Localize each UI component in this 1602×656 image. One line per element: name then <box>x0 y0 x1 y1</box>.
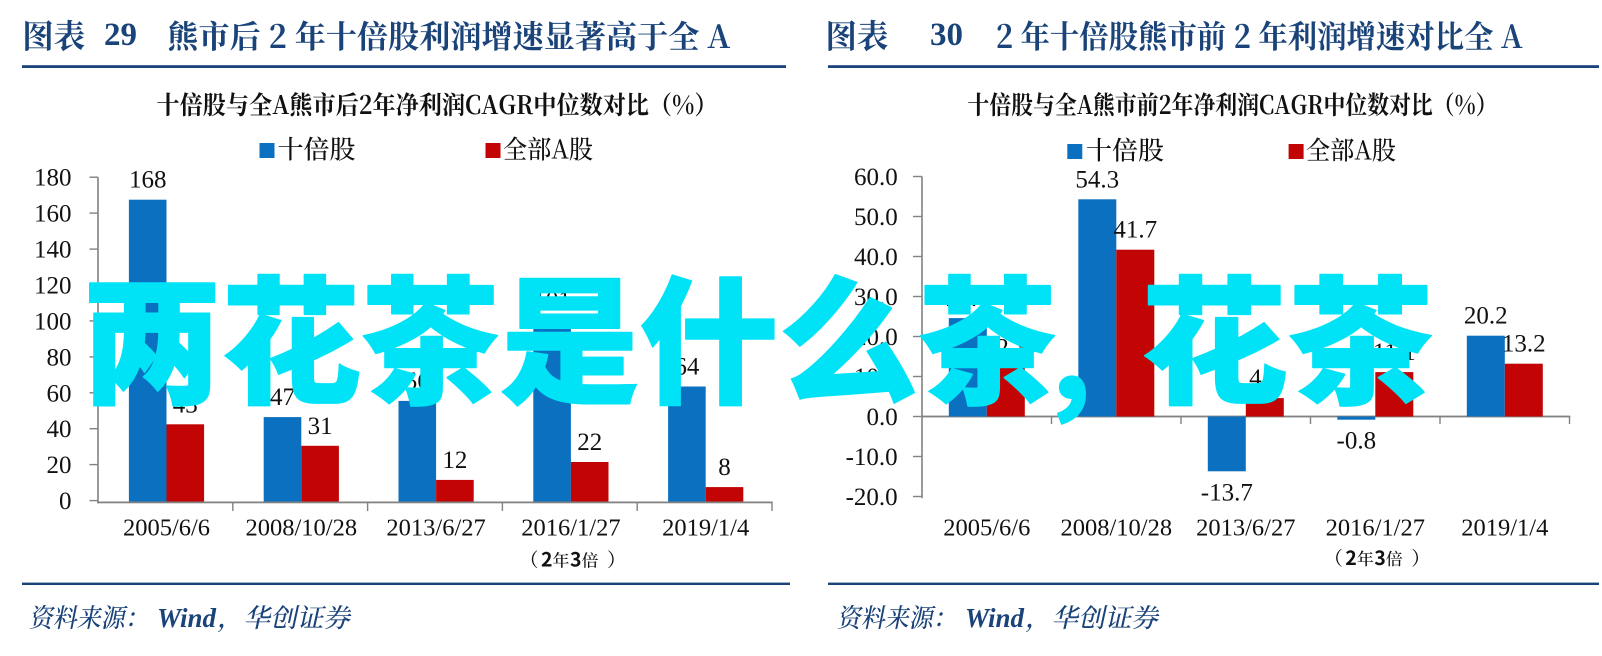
svg-text:-13.7: -13.7 <box>1201 479 1253 506</box>
svg-text:22: 22 <box>577 429 602 456</box>
svg-text:2016/1/27: 2016/1/27 <box>1326 515 1425 542</box>
svg-text:80: 80 <box>47 344 72 371</box>
svg-text:60.0: 60.0 <box>854 164 898 191</box>
svg-text:12: 12 <box>442 447 467 474</box>
svg-text:20: 20 <box>47 452 72 479</box>
svg-text:-20.0: -20.0 <box>846 484 898 511</box>
svg-text:2016/1/27: 2016/1/27 <box>521 515 620 542</box>
svg-text:0: 0 <box>59 488 72 515</box>
svg-text:60: 60 <box>47 380 72 407</box>
svg-text:160: 160 <box>34 201 72 228</box>
svg-text:2005/6/6: 2005/6/6 <box>123 515 210 542</box>
svg-text:40.0: 40.0 <box>854 244 898 271</box>
svg-text:47: 47 <box>270 384 295 411</box>
svg-text:-0.8: -0.8 <box>1337 428 1377 455</box>
svg-text:2008/10/28: 2008/10/28 <box>1060 515 1172 542</box>
svg-text:2013/6/27: 2013/6/27 <box>1196 515 1295 542</box>
svg-text:31: 31 <box>308 413 333 440</box>
svg-text:140: 140 <box>34 237 72 264</box>
svg-text:8: 8 <box>718 454 731 481</box>
svg-text:2005/6/6: 2005/6/6 <box>943 515 1030 542</box>
svg-text:30: 30 <box>930 17 963 53</box>
svg-text:-10.0: -10.0 <box>846 444 898 471</box>
svg-text:0.0: 0.0 <box>866 404 897 431</box>
svg-text:40: 40 <box>47 416 72 443</box>
svg-text:29: 29 <box>104 17 137 53</box>
svg-text:13.2: 13.2 <box>1502 331 1546 358</box>
svg-text:Wind: Wind <box>157 603 217 633</box>
svg-text:168: 168 <box>129 167 167 194</box>
svg-text:50.0: 50.0 <box>854 204 898 231</box>
svg-text:2008/10/28: 2008/10/28 <box>245 515 357 542</box>
svg-text:120: 120 <box>34 273 72 300</box>
svg-text:54.3: 54.3 <box>1075 166 1119 193</box>
svg-text:2013/6/27: 2013/6/27 <box>386 515 485 542</box>
svg-text:180: 180 <box>34 165 72 192</box>
svg-text:2019/1/4: 2019/1/4 <box>662 515 749 542</box>
svg-text:2019/1/4: 2019/1/4 <box>1461 515 1548 542</box>
svg-text:100: 100 <box>34 308 72 335</box>
svg-text:Wind: Wind <box>965 603 1025 633</box>
svg-text:20.2: 20.2 <box>1464 303 1508 330</box>
svg-text:41.7: 41.7 <box>1113 217 1157 244</box>
